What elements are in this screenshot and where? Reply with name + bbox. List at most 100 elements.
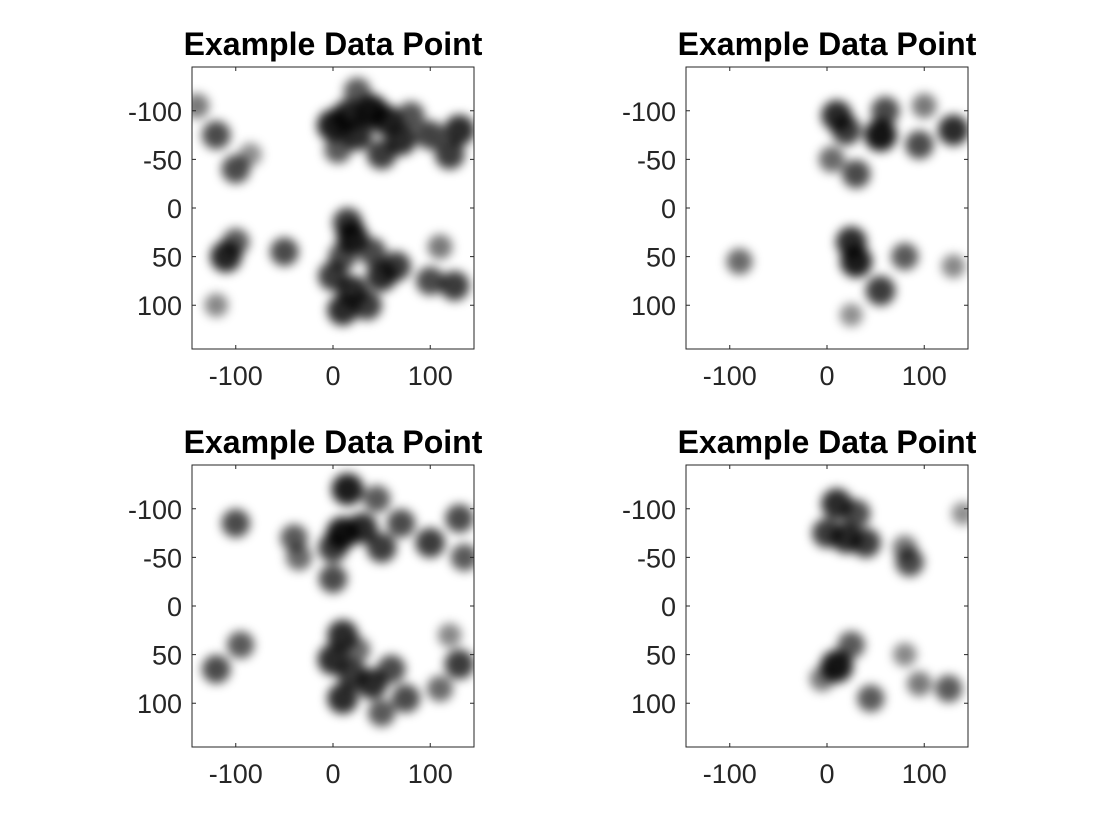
y-tick-label: 0	[661, 592, 676, 622]
heatmap-cell	[445, 504, 474, 533]
y-tick-label: 0	[167, 194, 182, 224]
y-tick-label: 50	[152, 641, 182, 671]
heatmap-cell	[831, 115, 862, 146]
heatmap-cell	[327, 682, 359, 714]
x-tick-label: 100	[902, 361, 947, 391]
heatmap-cell	[857, 684, 885, 713]
y-tick-label: 100	[631, 291, 676, 321]
heatmap-cell	[892, 535, 918, 561]
heatmap-cell	[202, 654, 231, 684]
heatmap-layer	[726, 93, 968, 327]
heatmap-cell	[911, 93, 937, 119]
heatmap-cell	[905, 130, 934, 160]
subplot-2: Example Data Point -100 0 100 -100 -50 0 50 100	[622, 26, 977, 391]
chart-title: Example Data Point	[678, 424, 977, 460]
heatmap-cell	[327, 294, 359, 326]
chart-title: Example Data Point	[678, 26, 977, 62]
subplot-3: Example Data Point -100 0 100 -100 -50 0 50 100	[128, 424, 483, 789]
heatmap-cell	[415, 266, 445, 296]
heatmap-cell	[437, 623, 462, 648]
heatmap-cell	[871, 96, 900, 126]
heatmap-cell	[839, 303, 863, 327]
heatmap-cell	[352, 290, 382, 321]
heatmap-cell	[192, 93, 210, 119]
heatmap-cell	[841, 499, 871, 528]
subplot-4: Example Data Point -100 0 100 -100 -50 0 50 100	[622, 424, 977, 789]
chart-title: Example Data Point	[184, 424, 483, 460]
y-tick-label: -50	[637, 145, 676, 175]
y-tick-label: 50	[152, 243, 182, 273]
heatmap-cell	[837, 631, 865, 659]
y-tick-label: -100	[622, 495, 676, 525]
x-tick-label: 100	[408, 361, 453, 391]
heatmap-cell	[450, 543, 474, 572]
heatmap-cell	[222, 228, 250, 256]
heatmap-cell	[906, 671, 932, 697]
heatmap-cell	[202, 120, 231, 150]
heatmap-cell	[439, 270, 470, 301]
y-tick-label: -50	[143, 145, 182, 175]
heatmap-cell	[443, 114, 474, 146]
heatmap-cell	[324, 136, 352, 164]
y-tick-label: 50	[646, 641, 676, 671]
heatmap-cell	[391, 684, 421, 713]
y-tick-label: -50	[637, 543, 676, 573]
subplot-1: Example Data Point -100 0 100 -100 -50 0 50 100	[128, 26, 483, 391]
y-tick-label: 0	[661, 194, 676, 224]
y-tick-label: 50	[646, 243, 676, 273]
heatmap-cell	[318, 564, 348, 594]
heatmap-cell	[204, 293, 229, 318]
heatmap-cell	[937, 114, 968, 146]
heatmap-cell	[344, 636, 371, 663]
heatmap-cell	[415, 120, 445, 150]
heatmap-cell	[363, 485, 391, 513]
heatmap-cell	[444, 649, 474, 680]
heatmap-cell	[427, 234, 453, 260]
x-tick-label: -100	[703, 759, 757, 789]
y-tick-label: 100	[137, 689, 182, 719]
heatmap-layer	[192, 77, 474, 326]
heatmap-cell	[343, 77, 371, 106]
heatmap-cell	[285, 544, 313, 571]
x-tick-label: -100	[703, 361, 757, 391]
y-tick-label: 0	[167, 592, 182, 622]
y-tick-label: 100	[631, 689, 676, 719]
heatmap-cell	[377, 654, 406, 684]
heatmap-cell	[851, 527, 881, 558]
heatmap-cell	[318, 532, 348, 563]
heatmap-cell	[331, 473, 364, 506]
heatmap-layer	[809, 488, 968, 713]
heatmap-cell	[366, 532, 397, 563]
heatmap-cell	[726, 248, 753, 275]
heatmap-cell	[864, 118, 897, 152]
heatmap-cell	[951, 502, 968, 526]
heatmap-cell	[426, 675, 454, 702]
chart-title: Example Data Point	[184, 26, 483, 62]
y-tick-label: 100	[137, 291, 182, 321]
heatmap-cell	[891, 242, 919, 271]
y-tick-label: -100	[622, 97, 676, 127]
heatmap-cell	[357, 237, 387, 267]
heatmap-cell	[809, 666, 835, 692]
heatmap-cell	[434, 139, 465, 170]
y-tick-label: -50	[143, 543, 182, 573]
heatmap-layer	[202, 473, 474, 727]
heatmap-cell	[934, 675, 963, 703]
x-tick-label: 0	[819, 361, 834, 391]
heatmap-cell	[366, 139, 397, 170]
x-tick-label: -100	[209, 759, 263, 789]
heatmap-cell	[367, 699, 396, 727]
heatmap-cell	[415, 527, 446, 558]
x-tick-label: -100	[209, 361, 263, 391]
heatmap-cell	[238, 142, 262, 167]
x-tick-label: 0	[325, 759, 340, 789]
heatmap-cell	[346, 512, 378, 544]
heatmap-cell	[386, 509, 416, 538]
x-tick-label: 0	[325, 361, 340, 391]
heatmap-cell	[226, 631, 255, 659]
heatmap-cell	[221, 509, 251, 538]
y-tick-label: -100	[128, 495, 182, 525]
heatmap-cell	[840, 245, 873, 278]
heatmap-cell	[818, 146, 846, 173]
